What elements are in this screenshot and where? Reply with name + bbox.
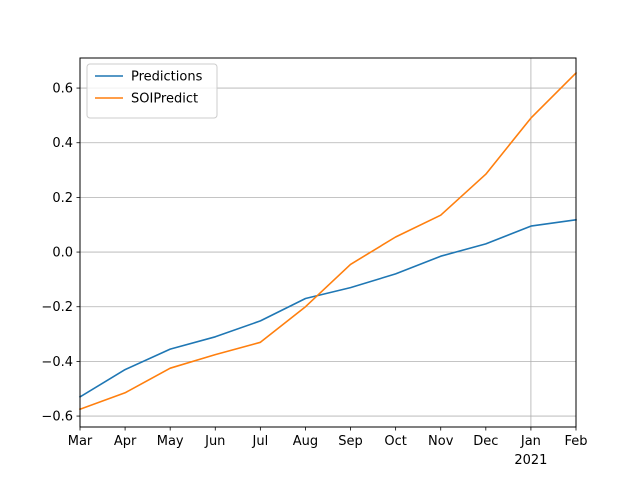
legend-label: Predictions xyxy=(131,70,203,85)
plot-frame xyxy=(79,57,577,428)
x-tick-label: Feb xyxy=(564,434,587,449)
x-tick-label: Sep xyxy=(338,434,363,449)
series-lines xyxy=(78,71,578,411)
x-tick-label: Aug xyxy=(293,434,318,449)
x-tick-label: Dec xyxy=(473,434,498,449)
y-tick-label: 0.6 xyxy=(52,82,73,97)
x-tick-label: Jun xyxy=(204,434,225,449)
x-tick-label: Jul xyxy=(252,434,269,449)
x-tick-label: Nov xyxy=(428,434,454,449)
y-tick-label: −0.4 xyxy=(41,355,73,370)
y-tick-label: −0.6 xyxy=(41,410,73,425)
legend-label: SOIPredict xyxy=(131,92,198,107)
grid-lines xyxy=(80,58,576,427)
x-tick-label: May xyxy=(157,434,184,449)
legend-box xyxy=(86,63,218,119)
x-tick-label: Apr xyxy=(114,434,137,449)
x-tick-label: Jan xyxy=(520,434,541,449)
axes: −0.6 −0.4 −0.2 0.0 0.2 0.4 0.6 Mar Apr May Jun Jul A… xyxy=(41,82,587,468)
y-tick-label: −0.2 xyxy=(41,300,73,315)
y-tick-label: 0.2 xyxy=(52,191,73,206)
plot-background xyxy=(80,58,576,427)
y-tick-label: 0.4 xyxy=(52,136,73,151)
x-tick-label: Oct xyxy=(384,434,406,449)
series-line-soipredict xyxy=(78,71,578,411)
legend: Predictions SOIPredict xyxy=(86,63,218,119)
x-year-label: 2021 xyxy=(514,453,547,468)
x-tick-label: Mar xyxy=(68,434,93,449)
series-line-predictions xyxy=(78,218,577,398)
y-tick-label: 0.0 xyxy=(52,246,73,261)
